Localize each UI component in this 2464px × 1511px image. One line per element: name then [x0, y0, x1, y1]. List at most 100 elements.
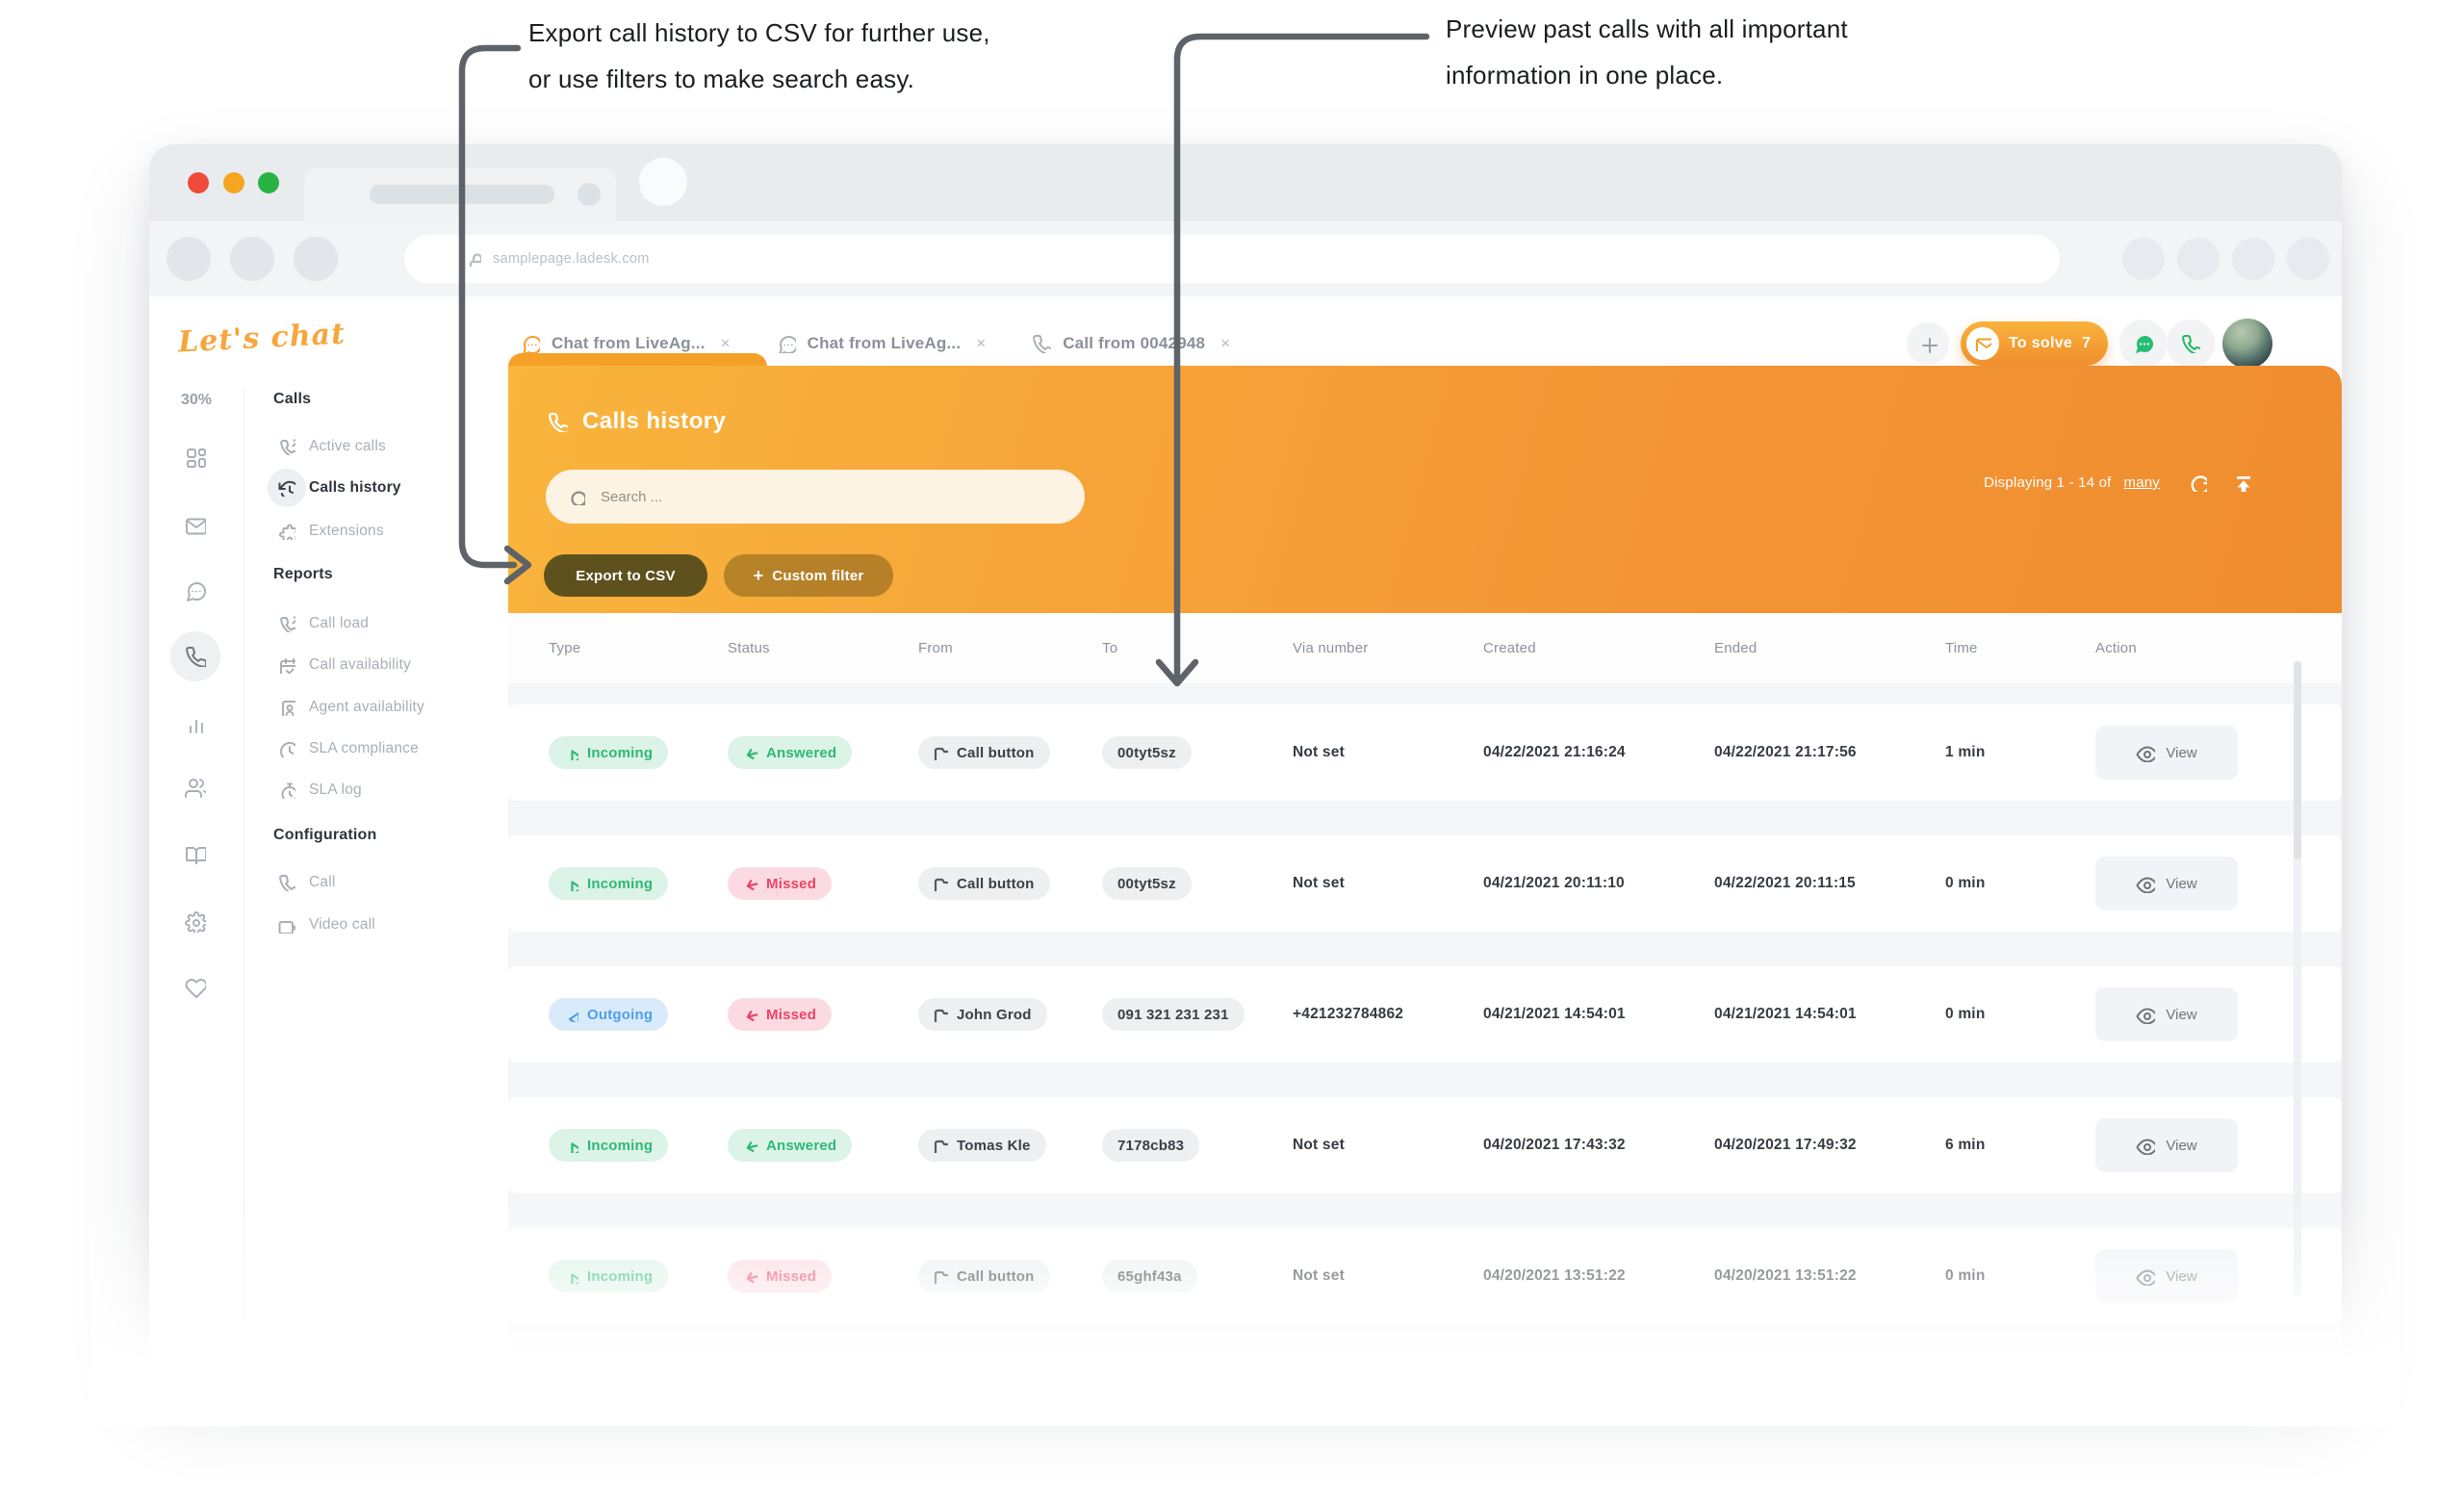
many-link[interactable]: many: [2123, 474, 2160, 491]
column-header-to: To: [1102, 640, 1118, 656]
close-icon[interactable]: ×: [976, 333, 987, 352]
sidebar-item-label: Video call: [309, 916, 375, 933]
to-contact[interactable]: 65ghf43a: [1102, 1260, 1197, 1293]
address-bar[interactable]: samplepage.ladesk.com: [404, 235, 2060, 283]
browser-tab[interactable]: [304, 167, 616, 221]
tab-chat-2[interactable]: Chat from LiveAg... ×: [777, 333, 987, 353]
user-avatar[interactable]: [2222, 318, 2273, 369]
traffic-light-maximize[interactable]: [258, 172, 279, 193]
app-logo[interactable]: Let's chat: [177, 317, 346, 360]
view-button[interactable]: View: [2095, 1249, 2238, 1303]
sidebar-rail-dashboard[interactable]: [185, 447, 206, 468]
sidebar-rail-chat[interactable]: [185, 580, 206, 602]
to-solve-button[interactable]: To solve 7: [1961, 320, 2109, 366]
sidebar-rail-knowledge[interactable]: [185, 844, 206, 865]
created-timestamp: 04/21/2021 14:54:01: [1483, 1006, 1626, 1022]
agent-chat-button[interactable]: [2119, 319, 2169, 368]
to-contact[interactable]: 00tyt5sz: [1102, 867, 1192, 900]
browser-action-button[interactable]: [2232, 238, 2274, 280]
sidebar-item-video-call[interactable]: Video call: [277, 912, 375, 937]
status-badge-missed: Missed: [728, 867, 833, 900]
sidebar-item-active-calls[interactable]: Active calls: [277, 434, 386, 459]
search-icon: [571, 490, 585, 505]
sidebar-rail-settings[interactable]: [185, 911, 206, 933]
column-header-type: Type: [549, 640, 581, 656]
browser-menu-button[interactable]: [2287, 238, 2329, 280]
annotation-export-csv: Export call history to CSV for further u…: [528, 10, 990, 102]
close-icon[interactable]: ×: [720, 333, 731, 352]
phone-icon: [186, 646, 206, 667]
phone-icon: [548, 412, 568, 432]
header-actions: To solve 7: [1907, 296, 2273, 390]
view-button[interactable]: View: [2095, 987, 2238, 1041]
tab-chat-1[interactable]: Chat from LiveAg... ×: [521, 334, 731, 353]
column-header-action: Action: [2095, 640, 2137, 656]
new-tab-button[interactable]: [639, 158, 687, 206]
calendar-check-icon: [280, 658, 295, 674]
column-header-ended: Ended: [1714, 640, 1758, 656]
created-timestamp: 04/21/2021 20:11:10: [1483, 875, 1625, 891]
close-icon[interactable]: ×: [1220, 333, 1231, 352]
status-badge-answered: Answered: [728, 1129, 853, 1162]
agent-call-button[interactable]: [2167, 319, 2216, 368]
via-number: Not set: [1293, 744, 1345, 760]
sidebar-rail-customers[interactable]: [185, 777, 206, 798]
sidebar-item-label: Agent availability: [309, 699, 424, 715]
browser-action-button[interactable]: [2122, 238, 2165, 280]
table-row: Incoming Answered Tomas Kle 7178cb83 Not…: [508, 1097, 2342, 1193]
sidebar-item-calls-history[interactable]: Calls history: [277, 475, 401, 500]
sidebar-item-extensions[interactable]: Extensions: [277, 519, 384, 544]
ended-timestamp: 04/20/2021 17:49:32: [1714, 1137, 1857, 1153]
sidebar-rail-calls-active[interactable]: [170, 631, 220, 681]
custom-filter-button[interactable]: + Custom filter: [724, 554, 893, 597]
add-button[interactable]: [1907, 321, 1949, 365]
ended-timestamp: 04/22/2021 20:11:15: [1714, 875, 1856, 891]
sidebar-item-call-load[interactable]: Call load: [277, 611, 369, 636]
from-contact[interactable]: Call button: [918, 736, 1050, 769]
from-contact[interactable]: Tomas Kle: [918, 1129, 1046, 1162]
search-input[interactable]: [599, 487, 1085, 506]
tab-title-placeholder: [370, 185, 554, 204]
sidebar-item-agent-availability[interactable]: Agent availability: [277, 695, 424, 720]
column-header-created: Created: [1483, 640, 1536, 656]
sidebar-rail-mail[interactable]: [185, 515, 206, 536]
created-timestamp: 04/22/2021 21:16:24: [1483, 744, 1626, 760]
reload-button[interactable]: [294, 237, 338, 281]
from-contact[interactable]: Call button: [918, 1260, 1050, 1293]
view-button[interactable]: View: [2095, 857, 2238, 910]
forward-button[interactable]: [230, 237, 274, 281]
envelope-icon: [1966, 326, 1999, 360]
scroll-to-top-icon[interactable]: [2232, 474, 2250, 492]
to-contact[interactable]: 7178cb83: [1102, 1129, 1200, 1162]
sidebar-item-sla-log[interactable]: SLA log: [277, 778, 362, 803]
from-contact[interactable]: Call button: [918, 867, 1050, 900]
view-button[interactable]: View: [2095, 726, 2238, 780]
sidebar-rail-reports[interactable]: [185, 713, 206, 734]
eye-icon: [2136, 877, 2156, 893]
back-button[interactable]: [167, 237, 211, 281]
scrollbar-track: [2294, 661, 2301, 1296]
sidebar-item-call-config[interactable]: Call: [277, 870, 336, 895]
export-to-csv-button[interactable]: Export to CSV: [544, 554, 707, 597]
folder-icon: [934, 1140, 948, 1153]
tab-call[interactable]: Call from 0042948 ×: [1032, 334, 1230, 353]
heart-icon: [185, 979, 206, 998]
view-button[interactable]: View: [2095, 1118, 2238, 1172]
sidebar-item-call-availability[interactable]: Call availability: [277, 653, 411, 678]
to-contact[interactable]: 00tyt5sz: [1102, 736, 1192, 769]
refresh-icon[interactable]: [2189, 474, 2207, 492]
traffic-light-minimize[interactable]: [223, 172, 244, 193]
status-badge-answered: Answered: [728, 736, 853, 769]
scrollbar-thumb[interactable]: [2294, 661, 2301, 859]
browser-action-button[interactable]: [2177, 238, 2220, 280]
url-text: samplepage.ladesk.com: [493, 251, 650, 267]
displaying-text: Displaying 1 - 14 of: [1984, 474, 2112, 491]
table-row: Incoming Missed Call button 65ghf43a Not…: [508, 1228, 2342, 1324]
sidebar-rail-favorites[interactable]: [185, 977, 206, 998]
traffic-light-close[interactable]: [188, 172, 209, 193]
sidebar-item-sla-compliance[interactable]: SLA compliance: [277, 736, 419, 761]
to-contact[interactable]: 091 321 231 231: [1102, 998, 1245, 1031]
from-contact[interactable]: John Grod: [918, 998, 1047, 1031]
sidebar-item-label: SLA compliance: [309, 740, 419, 756]
type-badge-outgoing: Outgoing: [549, 998, 669, 1031]
